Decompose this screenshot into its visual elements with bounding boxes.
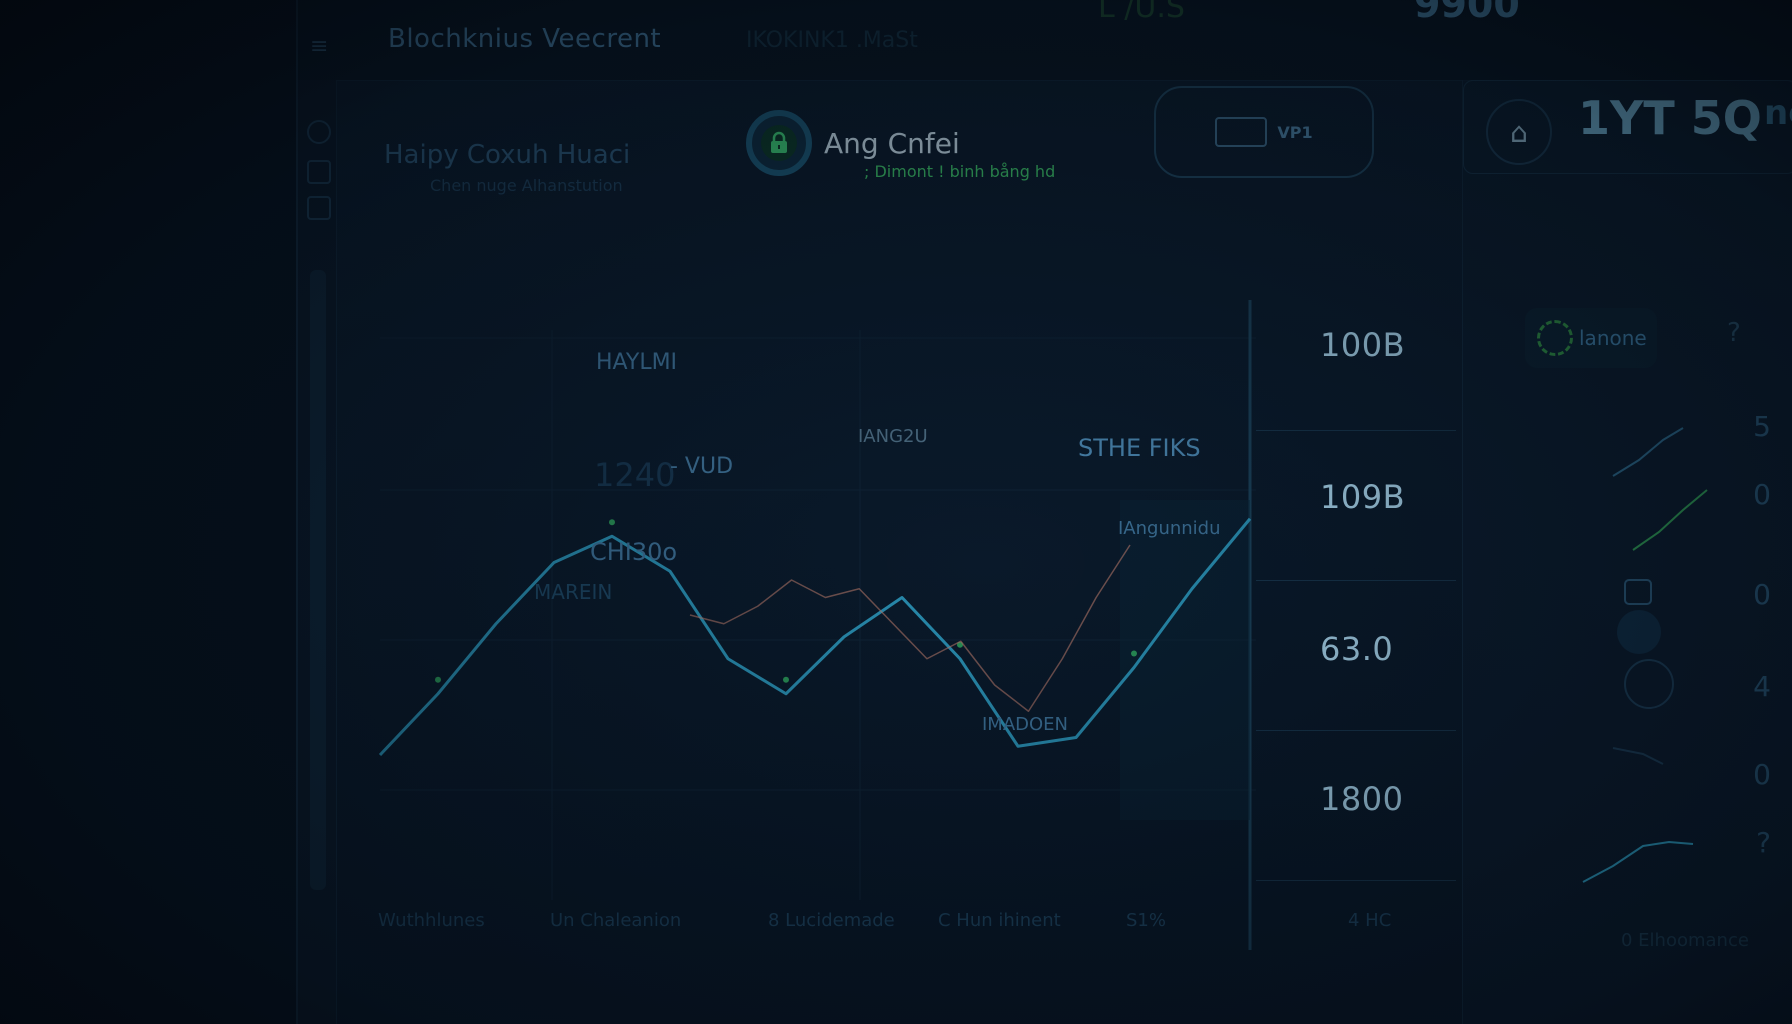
chart-annotation: IMADOEN [982,714,1069,735]
chart-footer: Wuthhlunes Un Chaleanion 8 Lucidemade C … [378,910,1478,940]
chart-point [783,676,789,683]
footer-label: S1% [1126,910,1166,931]
footer-label: Un Chaleanion [550,910,682,931]
chart-annotation: 1240 [594,456,676,494]
value-divider [1256,580,1456,581]
chart-series-group [378,517,1252,757]
chart-annotation: CHI30o [590,538,678,566]
value-divider [1256,430,1456,431]
chart-series-line [689,544,1131,712]
chart-annotation: IANG2U [858,426,928,447]
chart-annotation: STHE FIKS [1078,434,1201,462]
footer-label: C Hun ihinent [938,910,1061,931]
value-divider [1256,730,1456,731]
value-cell: 1800 [1320,780,1404,818]
chart-annotation: HAYLMI [596,350,678,375]
value-cell: 63.0 [1320,630,1394,668]
footer-label: 4 HC [1348,910,1392,931]
chart-annotation: MAREIN [534,580,613,604]
value-cell: 100B [1320,326,1406,364]
chart-series-line [378,517,1252,757]
chart-point [435,676,441,683]
chart-point [1131,650,1137,657]
value-cell: 109B [1320,478,1406,516]
value-divider [1256,880,1456,881]
chart-annotation: - VUD [670,454,734,479]
chart-point [609,519,615,526]
footer-label: Wuthhlunes [378,910,485,931]
chart-annotation: IAngunnidu [1118,518,1221,539]
footer-label: 8 Lucidemade [768,910,895,931]
